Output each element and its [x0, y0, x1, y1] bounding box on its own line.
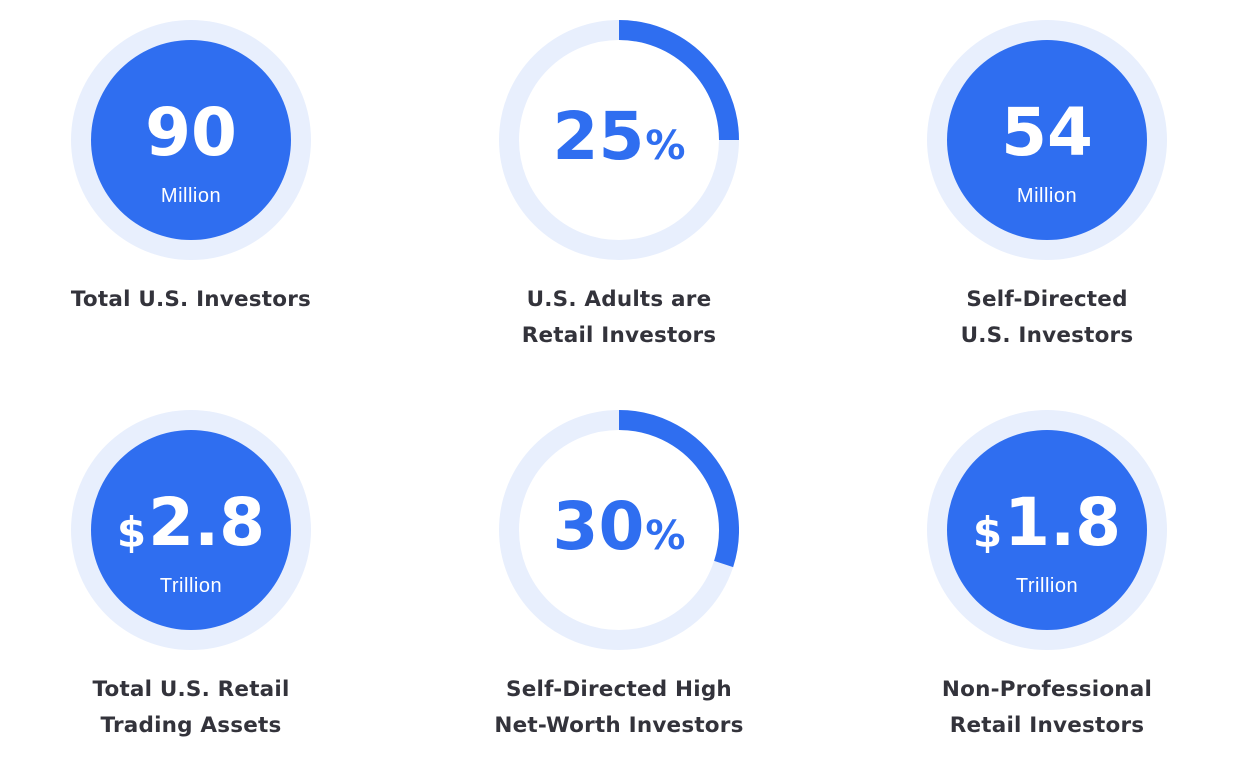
caption-line: U.S. Investors [960, 323, 1134, 348]
stat-caption: Self-Directed High Net-Worth Investors [449, 672, 789, 744]
currency-symbol: $ [972, 508, 1003, 557]
stat-value: 90 [145, 94, 237, 171]
progress-graphic [499, 20, 739, 260]
currency-symbol: $ [116, 508, 147, 557]
badge-graphic [71, 410, 311, 650]
progress-arc [618, 410, 739, 568]
caption-line: Net-Worth Investors [494, 713, 744, 738]
percent-symbol: % [645, 513, 686, 559]
caption-line: U.S. Adults are [526, 287, 712, 312]
stat-badge: $1.8 Trillion [927, 410, 1167, 650]
stat-badge: $2.8 Trillion [71, 410, 311, 650]
stat-caption: U.S. Adults are Retail Investors [449, 282, 789, 354]
stat-value: $2.8 [116, 484, 266, 561]
caption-line: Self-Directed [966, 287, 1128, 312]
stat-value: 54 [1001, 94, 1093, 171]
stat-caption: Total U.S. Investors [21, 282, 361, 318]
stat-progress-ring: 30% [499, 410, 739, 650]
caption-line: Non-Professional [941, 677, 1153, 702]
stat-unit: Million [160, 185, 222, 207]
progress-arc [618, 20, 739, 141]
stat-caption: Self-Directed U.S. Investors [877, 282, 1217, 354]
caption-line: Retail Investors [949, 713, 1145, 738]
progress-graphic [499, 410, 739, 650]
stat-unit: Million [1016, 185, 1078, 207]
stat-badge: 90 Million [71, 20, 311, 260]
caption-line: Self-Directed High [506, 677, 732, 702]
caption-line: Retail Investors [521, 323, 717, 348]
badge-graphic [927, 410, 1167, 650]
stat-unit: Trillion [159, 575, 223, 597]
badge-graphic [71, 20, 311, 260]
stat-caption: Non-Professional Retail Investors [877, 672, 1217, 744]
caption-line: Trading Assets [100, 713, 282, 738]
stat-value: 25% [552, 98, 686, 175]
caption-line: Total U.S. Retail [92, 677, 290, 702]
caption-line: Total U.S. Investors [70, 287, 312, 312]
stat-unit: Trillion [1015, 575, 1079, 597]
badge-graphic [927, 20, 1167, 260]
stat-progress-ring: 25% [499, 20, 739, 260]
stat-value: 30% [552, 488, 686, 565]
stat-value: $1.8 [972, 484, 1122, 561]
stat-badge: 54 Million [927, 20, 1167, 260]
stat-caption: Total U.S. Retail Trading Assets [21, 672, 361, 744]
percent-symbol: % [645, 123, 686, 169]
